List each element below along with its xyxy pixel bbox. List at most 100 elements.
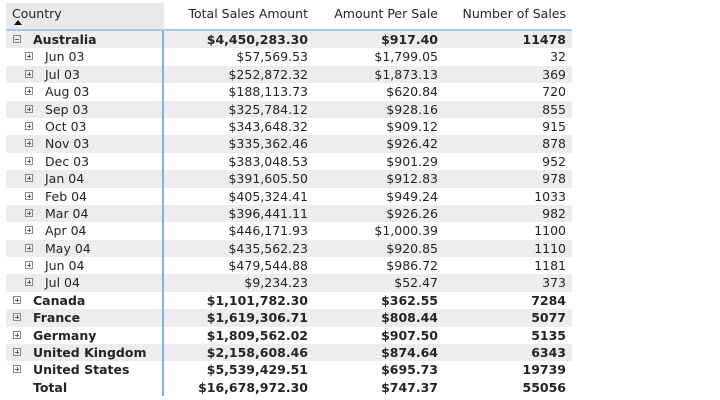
header-row: Country Total Sales Amount Amount Per Sa… — [6, 3, 572, 31]
month-row[interactable]: Aug 03 $188,113.73 $620.84 720 — [6, 83, 572, 101]
column-header-country[interactable]: Country — [6, 3, 164, 29]
amount-per-sale-cell: $907.50 — [381, 327, 438, 343]
number-of-sales-cell: 19739 — [522, 362, 567, 378]
amount-per-sale-cell: $808.44 — [381, 310, 438, 326]
amount-per-sale-cell: $926.42 — [386, 136, 438, 152]
amount-per-sale-cell: $1,873.13 — [374, 66, 438, 82]
expand-icon[interactable] — [13, 365, 21, 374]
row-header-cell: May 04 — [6, 239, 164, 258]
country-row[interactable]: Canada $1,101,782.30 $362.55 7284 — [6, 291, 572, 310]
expand-icon[interactable] — [25, 52, 33, 61]
total-sales-cell: $9,234.23 — [244, 275, 308, 291]
expand-icon[interactable] — [25, 191, 33, 200]
expand-icon[interactable] — [13, 348, 21, 357]
total-sales-cell: $1,809,562.02 — [206, 327, 308, 343]
expand-icon[interactable] — [25, 87, 33, 96]
row-header-cell: Jul 03 — [6, 65, 164, 84]
amount-per-sale-cell: $901.29 — [386, 153, 438, 169]
expand-icon[interactable] — [25, 208, 33, 217]
number-of-sales-cell: 5077 — [531, 310, 566, 326]
row-label: Oct 03 — [45, 118, 87, 134]
row-label: Canada — [33, 292, 86, 308]
number-of-sales-cell: 32 — [550, 49, 566, 65]
total-label-cell: Total — [6, 378, 164, 397]
expand-icon[interactable] — [25, 69, 33, 78]
row-header-cell: Jun 03 — [6, 48, 164, 66]
amount-per-sale-cell: $362.55 — [381, 292, 438, 308]
amount-per-sale-cell: $695.73 — [381, 362, 438, 378]
row-header-cell: Canada — [6, 291, 164, 310]
expand-icon[interactable] — [13, 295, 21, 304]
matrix-table: Country Total Sales Amount Amount Per Sa… — [6, 3, 572, 397]
number-of-sales-cell: 855 — [542, 101, 566, 117]
row-label: France — [33, 310, 81, 326]
column-header-label: Country — [12, 6, 62, 21]
row-label: Aug 03 — [45, 84, 90, 100]
country-row[interactable]: United States $5,539,429.51 $695.73 19739 — [6, 361, 572, 379]
amount-per-sale-cell: $874.64 — [381, 345, 438, 361]
total-label: Total — [33, 379, 68, 395]
month-row[interactable]: Jun 03 $57,569.53 $1,799.05 32 — [6, 48, 572, 66]
total-sales-cell: $405,324.41 — [228, 188, 308, 204]
total-sales-cell: $1,101,782.30 — [206, 292, 308, 308]
month-row[interactable]: Sep 03 $325,784.12 $928.16 855 — [6, 100, 572, 118]
row-label: United States — [33, 362, 130, 378]
total-row: Total $16,678,972.30 $747.37 55056 — [6, 378, 572, 397]
month-row[interactable]: Apr 04 $446,171.93 $1,000.39 1100 — [6, 222, 572, 240]
expand-icon[interactable] — [25, 139, 33, 148]
month-row[interactable]: Jan 04 $391,605.50 $912.83 978 — [6, 170, 572, 188]
table-body: Australia $4,450,283.30 $917.40 11478 Jun 03… — [6, 31, 572, 379]
month-row[interactable]: Mar 04 $396,441.11 $926.26 982 — [6, 204, 572, 223]
expand-icon[interactable] — [25, 121, 33, 130]
row-header-cell: United States — [6, 361, 164, 379]
total-sales-cell: $2,158,608.46 — [206, 345, 308, 361]
row-label: Germany — [33, 327, 97, 343]
row-header-cell: Germany — [6, 326, 164, 345]
row-label: Jun 03 — [45, 49, 85, 65]
row-label: Dec 03 — [45, 153, 90, 169]
country-row[interactable]: France $1,619,306.71 $808.44 5077 — [6, 309, 572, 327]
amount-per-sale-cell: $1,000.39 — [374, 223, 438, 239]
expand-icon[interactable] — [25, 278, 33, 287]
row-header-cell: Jul 04 — [6, 274, 164, 292]
month-row[interactable]: Dec 03 $383,048.53 $901.29 952 — [6, 152, 572, 171]
month-row[interactable]: Jul 03 $252,872.32 $1,873.13 369 — [6, 65, 572, 84]
column-header-total-sales[interactable]: Total Sales Amount — [188, 6, 308, 21]
column-header-number-of-sales[interactable]: Number of Sales — [462, 6, 566, 21]
number-of-sales-cell: 1110 — [534, 240, 566, 256]
expand-icon[interactable] — [25, 243, 33, 252]
row-label: Nov 03 — [45, 136, 90, 152]
country-row[interactable]: Germany $1,809,562.02 $907.50 5135 — [6, 326, 572, 345]
expand-icon[interactable] — [25, 156, 33, 165]
country-row[interactable]: Australia $4,450,283.30 $917.40 11478 — [6, 31, 572, 49]
amount-per-sale-cell: $912.83 — [386, 171, 438, 187]
month-row[interactable]: May 04 $435,562.23 $920.85 1110 — [6, 239, 572, 258]
expand-icon[interactable] — [25, 261, 33, 270]
row-header-cell: Feb 04 — [6, 187, 164, 205]
number-of-sales-cell: 915 — [542, 118, 566, 134]
month-row[interactable]: Feb 04 $405,324.41 $949.24 1033 — [6, 187, 572, 205]
number-of-sales-cell: 6343 — [531, 345, 566, 361]
month-row[interactable]: Jul 04 $9,234.23 $52.47 373 — [6, 274, 572, 292]
expand-icon[interactable] — [25, 174, 33, 183]
expand-icon[interactable] — [25, 226, 33, 235]
total-sales-cell: $396,441.11 — [228, 205, 308, 221]
collapse-icon[interactable] — [13, 35, 21, 43]
amount-per-sale-cell: $909.12 — [386, 118, 438, 134]
amount-per-sale-cell: $917.40 — [381, 32, 438, 47]
expand-icon[interactable] — [13, 330, 21, 339]
row-label: Feb 04 — [45, 188, 88, 204]
month-row[interactable]: Nov 03 $335,362.46 $926.42 878 — [6, 135, 572, 153]
amount-per-sale-cell: $926.26 — [386, 205, 438, 221]
number-of-sales-cell: 1181 — [534, 258, 566, 274]
country-row[interactable]: United Kingdom $2,158,608.46 $874.64 6343 — [6, 344, 572, 362]
expand-icon[interactable] — [25, 104, 33, 113]
month-row[interactable]: Oct 03 $343,648.32 $909.12 915 — [6, 117, 572, 136]
month-row[interactable]: Jun 04 $479,544.88 $986.72 1181 — [6, 257, 572, 275]
column-header-amount-per-sale[interactable]: Amount Per Sale — [334, 6, 438, 21]
number-of-sales-cell: 1033 — [534, 188, 566, 204]
number-of-sales-cell: 952 — [542, 153, 566, 169]
row-label: Jan 04 — [45, 171, 85, 187]
row-header-cell: Nov 03 — [6, 135, 164, 153]
expand-icon[interactable] — [13, 313, 21, 322]
